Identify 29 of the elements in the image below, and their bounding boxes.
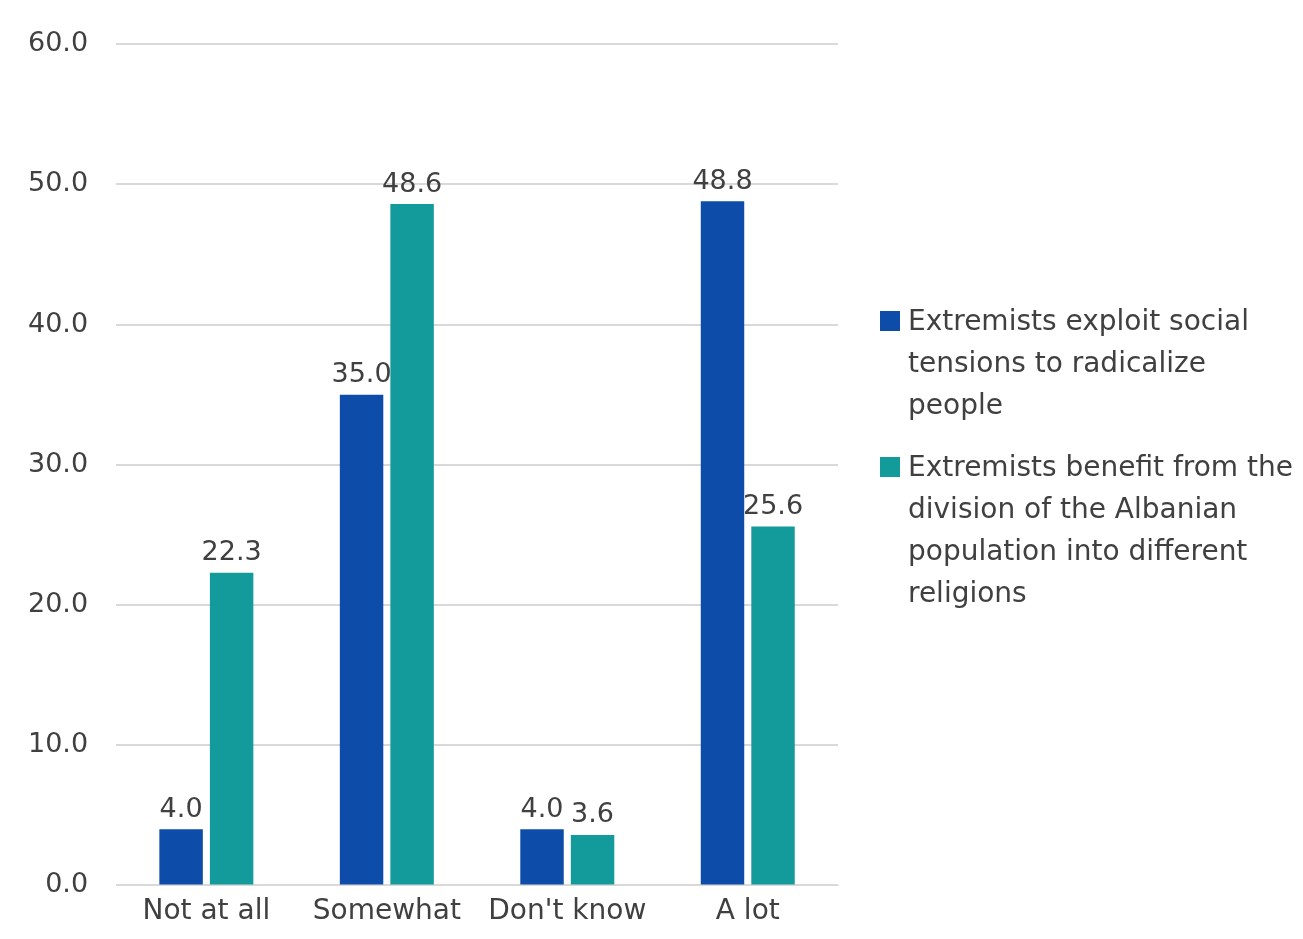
legend-label: Extremists benefit from the division of the Albanian population into different religions (908, 449, 1294, 611)
data-label: 4.0 (159, 791, 203, 823)
data-label: 4.0 (520, 791, 564, 823)
data-label: 48.8 (692, 163, 753, 195)
bar (570, 834, 615, 885)
data-label: 25.6 (742, 489, 804, 520)
bar (339, 394, 384, 885)
y-tick-label: 10.0 (27, 727, 89, 759)
x-tick-label: A lot (715, 893, 780, 927)
data-label: 3.6 (571, 797, 615, 829)
bar (751, 526, 795, 885)
x-tick-label: Don't know (488, 893, 647, 927)
bar (209, 572, 254, 885)
data-label: 22.3 (201, 535, 262, 567)
legend-label: Extremists exploit social tensions to radicalize people (908, 303, 1250, 423)
y-tick-label: 30.0 (27, 446, 89, 478)
y-tick-label: 60.0 (27, 26, 89, 58)
bar (700, 201, 745, 885)
bar (390, 204, 434, 885)
bar (520, 829, 564, 885)
y-tick-label: 50.0 (27, 166, 89, 198)
data-label: 48.6 (382, 166, 443, 198)
y-tick-label: 0.0 (45, 867, 89, 899)
x-tick-label: Somewhat (312, 893, 461, 927)
y-tick-label: 20.0 (27, 587, 89, 619)
bar (159, 829, 203, 885)
data-label: 35.0 (331, 357, 392, 389)
y-tick-label: 40.0 (27, 306, 89, 338)
x-tick-label: Not at all (142, 893, 271, 927)
